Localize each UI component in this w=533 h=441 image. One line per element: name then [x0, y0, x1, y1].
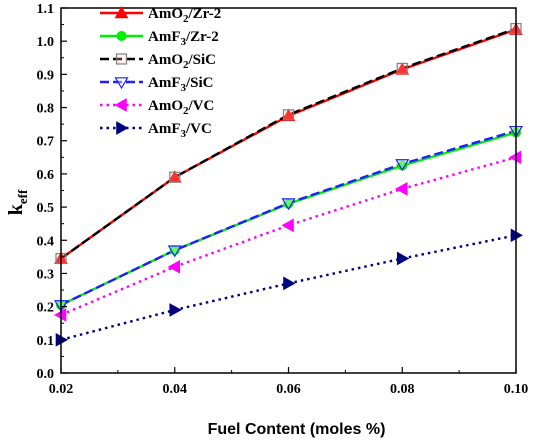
legend-label-6: AmF3/VC	[148, 121, 212, 140]
series-line-5	[60, 156, 517, 317]
legend-marker-4	[114, 77, 129, 90]
y-tick-label: 0.5	[37, 201, 55, 216]
x-axis-title: Fuel Content (moles %)	[208, 421, 386, 438]
y-axis-title-main: k	[5, 203, 27, 215]
series-6-point	[169, 303, 182, 317]
y-axis-title-subscript: eff	[15, 189, 30, 204]
legend: AmO2/Zr-2 AmF3/Zr-2 AmO2/SiC AmF3/SiC AmO2/V…	[100, 5, 221, 140]
legend-label-2: AmF3/Zr-2	[148, 29, 219, 48]
x-tick-label: 0.06	[276, 382, 301, 397]
series-4-point	[167, 245, 182, 258]
legend-marker-2	[116, 31, 127, 41]
series-4-point	[395, 159, 410, 172]
series-line-4	[60, 129, 517, 307]
x-tick-label: 0.08	[390, 382, 415, 397]
y-tick-label: 0.7	[37, 135, 55, 150]
y-tick-label: 0.2	[37, 301, 55, 316]
legend-marker-5	[114, 98, 127, 112]
plot-markers	[53, 22, 524, 347]
y-tick-label: 0.1	[37, 334, 55, 349]
y-tick-label: 0.3	[37, 267, 55, 282]
y-tick-label: 0.4	[37, 234, 55, 249]
series-line-6	[60, 234, 517, 341]
y-axis-title: keff	[5, 189, 30, 215]
y-tick-label: 0.9	[37, 68, 55, 83]
legend-label-5: AmO2/VC	[148, 98, 214, 117]
legend-marker-1	[114, 5, 129, 19]
series-6-point	[396, 251, 410, 266]
legend-marker-6	[116, 121, 129, 135]
y-tick-label: 0.0	[37, 367, 55, 382]
axis-ticks: 0.02 0.04 0.06 0.08 0.10 0.0 0.1 0.2 0.3 0.4 0.5 0.…	[37, 2, 529, 397]
legend-label-4: AmF3/SiC	[148, 75, 214, 94]
legend-label-3: AmO2/SiC	[148, 52, 216, 71]
series-3-point	[396, 62, 408, 74]
plot-frame	[60, 7, 517, 374]
y-tick-label: 1.1	[37, 2, 55, 17]
plot-lines	[60, 27, 517, 341]
y-tick-label: 1.0	[37, 35, 55, 50]
series-3-point	[282, 109, 295, 121]
legend-label-1: AmO2/Zr-2	[148, 6, 221, 25]
series-5-point	[395, 181, 408, 196]
series-3-point	[169, 171, 181, 183]
series-6-point	[283, 276, 296, 291]
series-1-point	[395, 62, 410, 75]
legend-marker-3	[115, 53, 128, 65]
y-tick-label: 0.6	[37, 168, 55, 183]
y-tick-label: 0.8	[37, 102, 55, 117]
series-line-3	[60, 27, 517, 260]
series-line-2	[60, 131, 517, 307]
series-4-point	[281, 198, 296, 211]
x-tick-label: 0.02	[49, 382, 74, 397]
series-1-point	[281, 108, 296, 122]
series-5-point	[167, 259, 181, 274]
series-5-point	[281, 218, 294, 233]
x-tick-label: 0.04	[163, 382, 188, 397]
x-tick-label: 0.10	[504, 382, 529, 397]
